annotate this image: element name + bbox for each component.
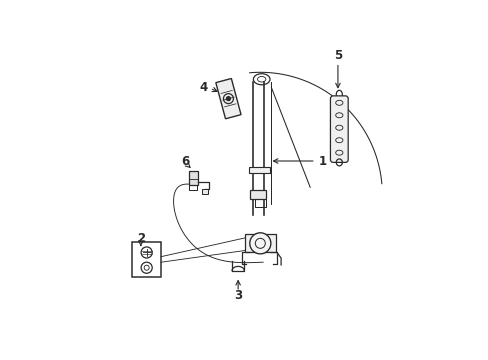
Text: 6: 6: [181, 154, 189, 167]
Text: 1: 1: [318, 154, 326, 167]
Text: 4: 4: [199, 81, 207, 94]
Text: 2: 2: [137, 232, 144, 245]
Text: 5: 5: [333, 49, 341, 62]
Text: 3: 3: [234, 289, 242, 302]
Circle shape: [249, 233, 270, 254]
Bar: [132, 242, 161, 277]
Circle shape: [226, 97, 230, 100]
Polygon shape: [215, 78, 241, 119]
FancyBboxPatch shape: [330, 96, 347, 162]
Bar: [202, 189, 208, 194]
Bar: [249, 190, 266, 199]
Bar: [189, 171, 198, 185]
Bar: [244, 234, 275, 252]
Bar: [249, 167, 269, 174]
